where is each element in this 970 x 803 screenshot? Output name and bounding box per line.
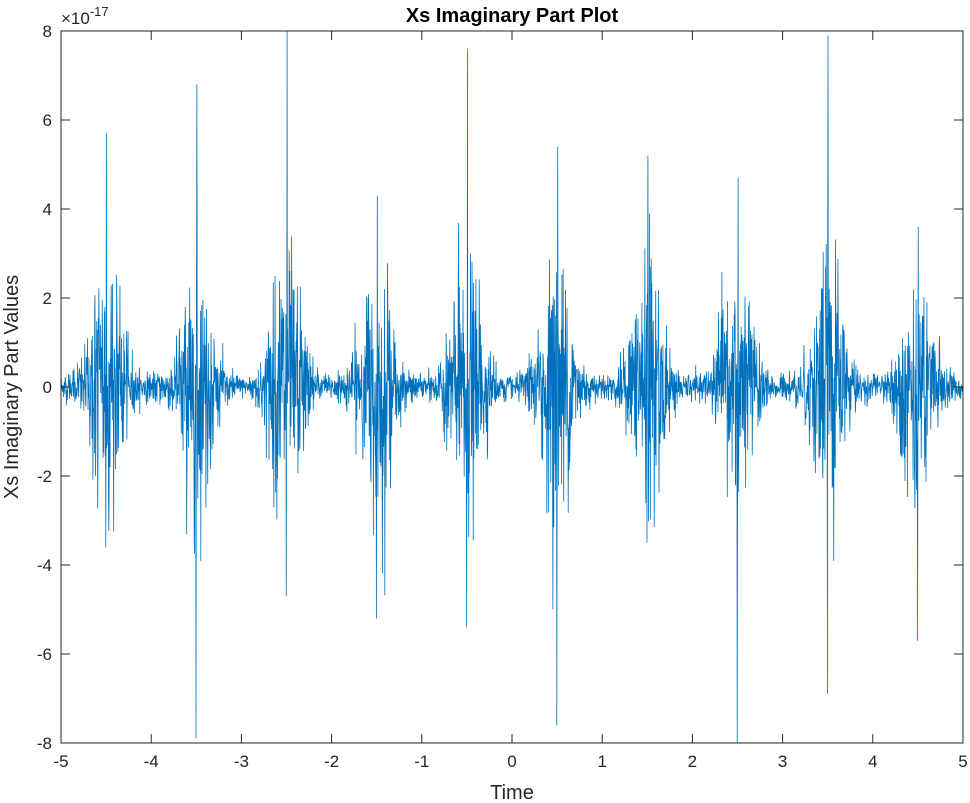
x-axis-title: Time [490,782,534,803]
y-tick-label: 8 [43,22,52,41]
y-tick-label: 2 [43,289,52,308]
y-tick-label: -2 [37,467,52,486]
x-tick-label: -5 [53,752,68,771]
y-exponent-base: ×10 [61,9,90,28]
signal-layer [60,30,964,744]
x-tick-label: -4 [144,752,159,771]
y-tick-label: -6 [37,645,52,664]
y-axis-title: Xs Imaginary Part Values [1,275,23,499]
y-tick-label: -4 [37,556,52,575]
y-exponent-power: -17 [90,4,109,19]
x-tick-label: 0 [507,752,516,771]
x-tick-label: 2 [688,752,697,771]
y-tick-label: 0 [43,378,52,397]
x-tick-label: -3 [234,752,249,771]
ticks-layer: -5 -4 -3 -2 -1 0 1 2 3 4 5 8 6 4 2 0 -2 -4 -6 -8 [37,22,968,771]
y-tick-label: 4 [43,200,52,219]
x-tick-label: 5 [958,752,967,771]
y-tick-label: 6 [43,111,52,130]
chart-title: Xs Imaginary Part Plot [406,5,619,27]
series-line [60,30,964,744]
x-tick-label: -2 [324,752,339,771]
y-exponent-label: ×10-17 [61,4,109,28]
x-tick-label: 3 [778,752,787,771]
y-tick-label: -8 [37,734,52,753]
x-tick-label: -1 [414,752,429,771]
x-tick-label: 4 [868,752,877,771]
x-tick-label: 1 [597,752,606,771]
